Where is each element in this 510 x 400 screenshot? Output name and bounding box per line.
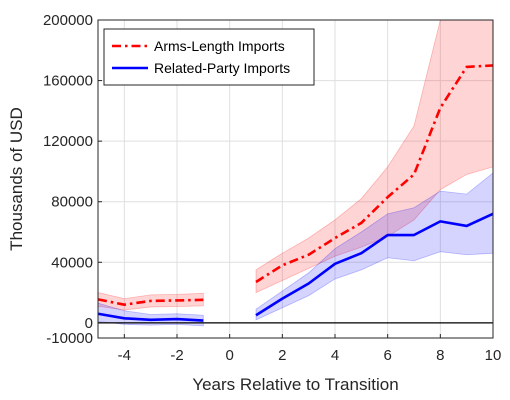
y-tick-label: -10000 [46, 330, 93, 347]
y-tick-label: 80000 [51, 194, 93, 211]
x-tick-label: 2 [278, 347, 286, 364]
x-tick-label: 0 [225, 347, 233, 364]
x-tick-label: 8 [436, 347, 444, 364]
y-tick-labels: 200000 160000 120000 80000 40000 0-10000 [43, 12, 93, 347]
y-tick-label: 0 [85, 315, 93, 332]
series-line-1-1 [255, 212, 494, 317]
x-tick-label: -4 [118, 347, 131, 364]
x-axis-title: Years Relative to Transition [192, 375, 398, 394]
x-tick-label: -2 [170, 347, 183, 364]
legend: Arms-Length Imports Related-Party Imports [103, 28, 315, 86]
y-tick-label: 200000 [43, 12, 93, 29]
y-tick-label: 120000 [43, 133, 93, 150]
x-tick-label: 4 [331, 347, 339, 364]
legend-box [103, 28, 315, 86]
plot-frame [97, 19, 494, 339]
y-axis-title: Thousands of USD [7, 107, 26, 251]
legend-label: Related-Party Imports [154, 60, 290, 76]
series-lines [97, 64, 494, 322]
x-tick-label: 10 [485, 347, 502, 364]
x-tick-labels: -4 -2 0 2 4 6 8 10 [118, 347, 502, 364]
x-tick-label: 6 [383, 347, 391, 364]
series-line-1-0 [97, 312, 204, 322]
y-tick-label: 160000 [43, 73, 93, 90]
series-line-0-0 [97, 298, 204, 306]
series-line-0-1 [255, 64, 494, 284]
legend-label: Arms-Length Imports [154, 38, 285, 54]
y-tick-label: 40000 [51, 254, 93, 271]
